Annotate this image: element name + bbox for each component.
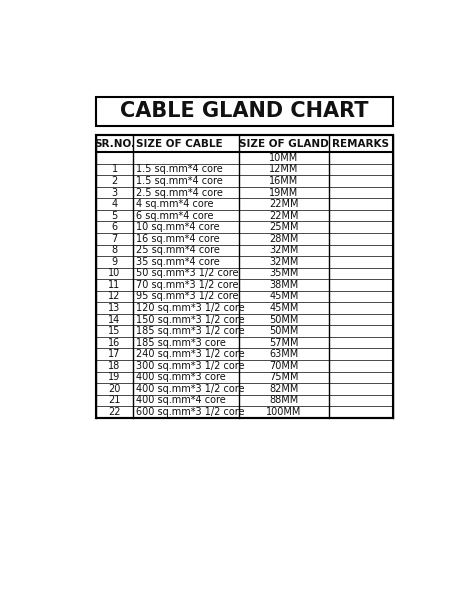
- Text: 2: 2: [111, 176, 118, 186]
- Text: 20: 20: [109, 384, 121, 394]
- Text: 50MM: 50MM: [269, 326, 299, 336]
- Text: 18: 18: [109, 361, 121, 371]
- Text: 70 sq.mm*3 1/2 core: 70 sq.mm*3 1/2 core: [137, 280, 239, 290]
- Text: 88MM: 88MM: [269, 395, 299, 405]
- Text: 240 sq.mm*3 1/2 core: 240 sq.mm*3 1/2 core: [137, 349, 245, 359]
- Text: 35 sq.mm*4 core: 35 sq.mm*4 core: [137, 257, 220, 267]
- Text: 95 sq.mm*3 1/2 core: 95 sq.mm*3 1/2 core: [137, 291, 239, 302]
- Text: 6: 6: [111, 222, 118, 232]
- Text: 8: 8: [111, 245, 118, 255]
- Text: 50MM: 50MM: [269, 314, 299, 324]
- Text: 150 sq.mm*3 1/2 core: 150 sq.mm*3 1/2 core: [137, 314, 245, 324]
- Text: 13: 13: [109, 303, 121, 313]
- Text: 63MM: 63MM: [269, 349, 299, 359]
- Text: 12: 12: [109, 291, 121, 302]
- Text: 9: 9: [111, 257, 118, 267]
- Text: 12MM: 12MM: [269, 164, 299, 175]
- Text: 32MM: 32MM: [269, 257, 299, 267]
- Text: 19MM: 19MM: [269, 188, 299, 197]
- Text: 22MM: 22MM: [269, 199, 299, 209]
- Text: 82MM: 82MM: [269, 384, 299, 394]
- Bar: [96, 135, 392, 417]
- Text: 1.5 sq.mm*4 core: 1.5 sq.mm*4 core: [137, 164, 223, 175]
- Text: 19: 19: [109, 372, 121, 383]
- Bar: [96, 97, 392, 126]
- Text: 4 sq.mm*4 core: 4 sq.mm*4 core: [137, 199, 214, 209]
- Text: 35MM: 35MM: [269, 268, 299, 278]
- Text: 4: 4: [111, 199, 118, 209]
- Text: 75MM: 75MM: [269, 372, 299, 383]
- Text: 70MM: 70MM: [269, 361, 299, 371]
- Text: 22: 22: [108, 407, 121, 417]
- Text: SR.NO.: SR.NO.: [94, 139, 135, 148]
- Text: 17: 17: [109, 349, 121, 359]
- Text: 45MM: 45MM: [269, 291, 299, 302]
- Text: 7: 7: [111, 234, 118, 244]
- Text: 25 sq.mm*4 core: 25 sq.mm*4 core: [137, 245, 220, 255]
- Text: 15: 15: [109, 326, 121, 336]
- Text: 400 sq.mm*3 core: 400 sq.mm*3 core: [137, 372, 226, 383]
- Text: 16: 16: [109, 338, 121, 348]
- Text: 400 sq.mm*3 1/2 core: 400 sq.mm*3 1/2 core: [137, 384, 245, 394]
- Text: 2.5 sq.mm*4 core: 2.5 sq.mm*4 core: [137, 188, 223, 197]
- Text: 10MM: 10MM: [269, 153, 299, 163]
- Text: 45MM: 45MM: [269, 303, 299, 313]
- Text: 11: 11: [109, 280, 121, 290]
- Text: SIZE OF GLAND: SIZE OF GLAND: [239, 139, 329, 148]
- Text: 300 sq.mm*3 1/2 core: 300 sq.mm*3 1/2 core: [137, 361, 245, 371]
- Text: 185 sq.mm*3 1/2 core: 185 sq.mm*3 1/2 core: [137, 326, 245, 336]
- Text: 50 sq.mm*3 1/2 core: 50 sq.mm*3 1/2 core: [137, 268, 239, 278]
- Text: 6 sq.mm*4 core: 6 sq.mm*4 core: [137, 211, 214, 221]
- Text: 3: 3: [111, 188, 118, 197]
- Text: 10 sq.mm*4 core: 10 sq.mm*4 core: [137, 222, 220, 232]
- Text: 16MM: 16MM: [269, 176, 299, 186]
- Text: 22MM: 22MM: [269, 211, 299, 221]
- Text: REMARKS: REMARKS: [332, 139, 389, 148]
- Text: 600 sq.mm*3 1/2 core: 600 sq.mm*3 1/2 core: [137, 407, 245, 417]
- Text: 25MM: 25MM: [269, 222, 299, 232]
- Text: 10: 10: [109, 268, 121, 278]
- Text: 28MM: 28MM: [269, 234, 299, 244]
- Text: 14: 14: [109, 314, 121, 324]
- Text: 32MM: 32MM: [269, 245, 299, 255]
- Text: CABLE GLAND CHART: CABLE GLAND CHART: [120, 101, 368, 121]
- Text: 120 sq.mm*3 1/2 core: 120 sq.mm*3 1/2 core: [137, 303, 245, 313]
- Text: 1: 1: [111, 164, 118, 175]
- Text: 400 sq.mm*4 core: 400 sq.mm*4 core: [137, 395, 226, 405]
- Text: 185 sq.mm*3 core: 185 sq.mm*3 core: [137, 338, 227, 348]
- Text: 21: 21: [109, 395, 121, 405]
- Text: 57MM: 57MM: [269, 338, 299, 348]
- Text: SIZE OF CABLE: SIZE OF CABLE: [137, 139, 223, 148]
- Text: 16 sq.mm*4 core: 16 sq.mm*4 core: [137, 234, 220, 244]
- Text: 1.5 sq.mm*4 core: 1.5 sq.mm*4 core: [137, 176, 223, 186]
- Text: 5: 5: [111, 211, 118, 221]
- Text: 38MM: 38MM: [269, 280, 299, 290]
- Text: 100MM: 100MM: [266, 407, 301, 417]
